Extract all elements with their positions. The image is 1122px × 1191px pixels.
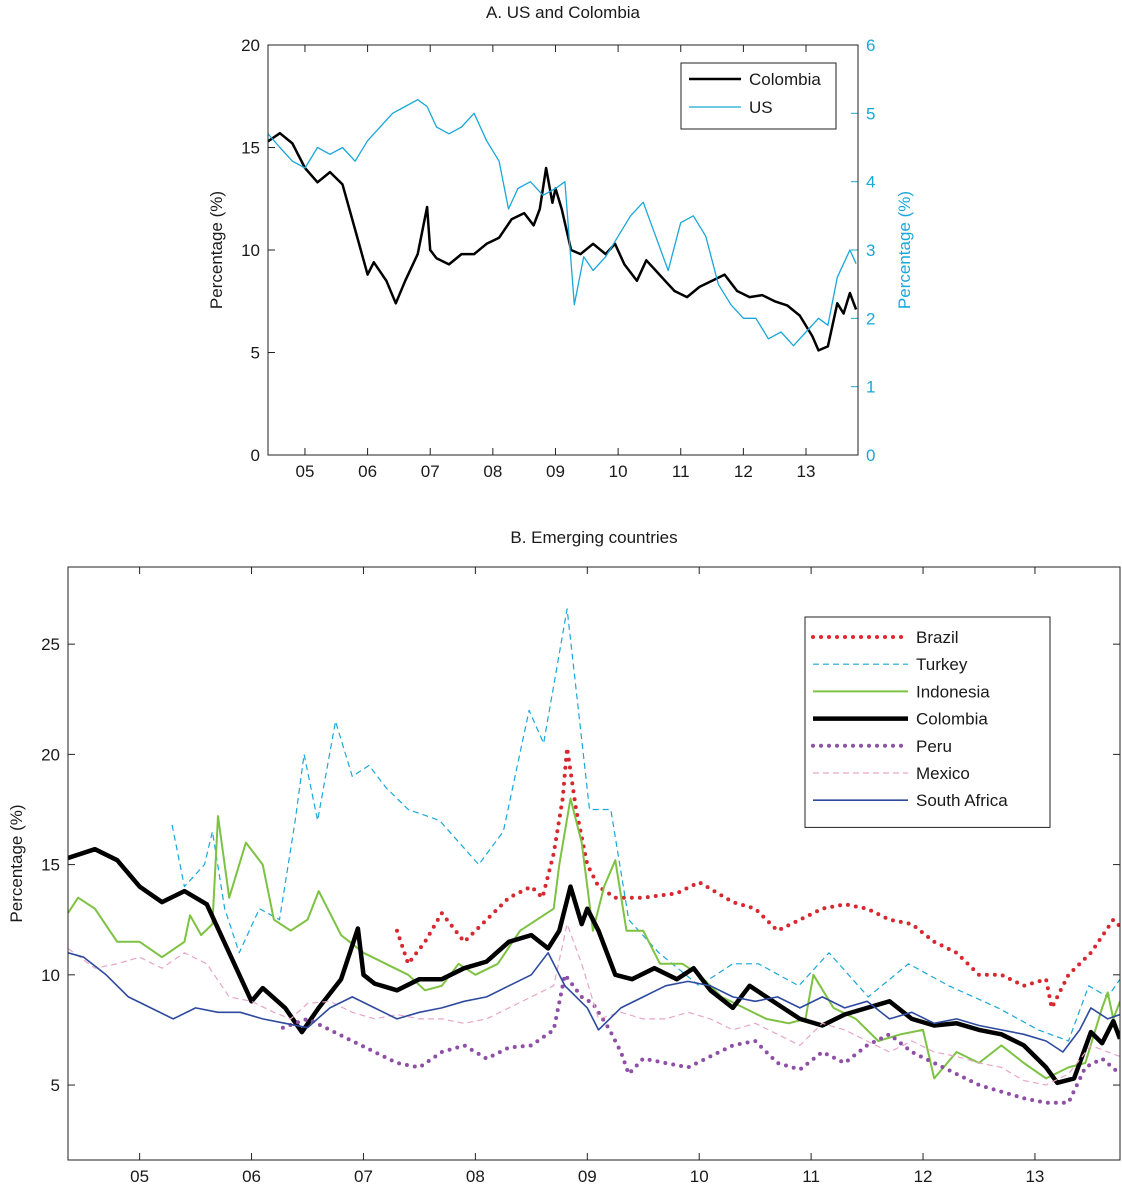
y2-tick-label: 2	[866, 309, 875, 328]
x-tick-label: 08	[466, 1167, 485, 1186]
y2-tick-label: 6	[866, 36, 875, 55]
legend-label: Indonesia	[916, 682, 990, 701]
legend-label: Colombia	[916, 710, 988, 729]
series-line	[171, 608, 1120, 1042]
legend-label: Brazil	[916, 628, 959, 647]
y-tick-label: 0	[251, 446, 260, 465]
x-tick-label: 07	[354, 1167, 373, 1186]
y-tick-label: 5	[251, 344, 260, 363]
x-tick-label: 13	[797, 462, 816, 481]
x-tick-label: 10	[690, 1167, 709, 1186]
legend-label: Colombia	[749, 70, 821, 89]
x-tick-label: 06	[242, 1167, 261, 1186]
y-tick-label: 10	[41, 966, 60, 985]
x-tick-label: 13	[1025, 1167, 1044, 1186]
legend-box	[804, 616, 1051, 828]
x-tick-label: 08	[483, 462, 502, 481]
plot-frame	[67, 566, 1121, 1161]
y2-tick-label: 5	[866, 104, 875, 123]
y2-tick-label: 4	[866, 173, 875, 192]
series-line	[68, 797, 1120, 1080]
plot-frame	[267, 44, 859, 456]
legend-label: US	[749, 98, 773, 117]
x-tick-label: 05	[130, 1167, 149, 1186]
y2-tick-label: 1	[866, 378, 875, 397]
x-tick-label: 11	[672, 462, 690, 481]
legend-label: Peru	[916, 737, 952, 756]
series-line	[268, 131, 858, 352]
y2-axis-label: Percentage (%)	[895, 191, 914, 309]
x-tick-label: 07	[421, 462, 440, 481]
x-tick-label: 09	[578, 1167, 597, 1186]
y-tick-label: 10	[241, 241, 260, 260]
y-tick-label: 25	[41, 635, 60, 654]
x-tick-label: 12	[914, 1167, 933, 1186]
chart-title: B. Emerging countries	[510, 528, 677, 547]
legend-label: Turkey	[916, 655, 968, 674]
y-tick-label: 20	[41, 745, 60, 764]
legend-box	[680, 62, 837, 130]
series-line	[68, 923, 1120, 1086]
y-tick-label: 15	[41, 856, 60, 875]
series-line	[68, 952, 1120, 1053]
y-axis-label: Percentage (%)	[207, 191, 226, 309]
y-tick-label: 20	[241, 36, 260, 55]
y2-tick-label: 3	[866, 241, 875, 260]
series-line	[395, 745, 1120, 1010]
series-line	[68, 846, 1120, 1086]
x-tick-label: 05	[295, 462, 314, 481]
series-line	[268, 99, 857, 347]
legend-label: South Africa	[916, 791, 1008, 810]
chart-title: A. US and Colombia	[486, 3, 641, 22]
y2-tick-label: 0	[866, 446, 875, 465]
x-tick-label: 11	[802, 1167, 820, 1186]
y-tick-label: 5	[51, 1076, 60, 1095]
x-tick-label: 12	[734, 462, 753, 481]
series-line	[280, 972, 1120, 1105]
x-tick-label: 06	[358, 462, 377, 481]
y-axis-label: Percentage (%)	[7, 804, 26, 922]
y-tick-label: 15	[241, 139, 260, 158]
x-tick-label: 10	[609, 462, 628, 481]
x-tick-label: 09	[546, 462, 565, 481]
legend-label: Mexico	[916, 764, 970, 783]
